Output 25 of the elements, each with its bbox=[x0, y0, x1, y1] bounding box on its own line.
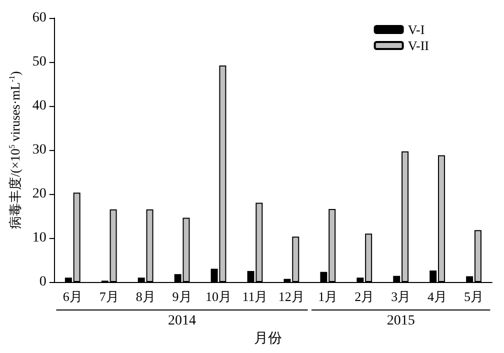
text: 2014 bbox=[168, 314, 196, 328]
legend-label: V-I bbox=[408, 22, 425, 37]
y-tick-label: 0 bbox=[39, 274, 46, 290]
y-tick-label: 20 bbox=[32, 186, 46, 202]
x-tick-label: 9月 bbox=[172, 289, 192, 304]
y-tick-label: 50 bbox=[32, 54, 46, 70]
y-tick-label: 40 bbox=[32, 98, 46, 114]
x-axis-title: 月份 bbox=[254, 330, 282, 346]
x-tick-label: 8月 bbox=[136, 289, 156, 304]
x-tick-label: 1月 bbox=[318, 289, 338, 304]
x-tick-label: 6月 bbox=[62, 289, 82, 304]
x-tick-label: 7月 bbox=[99, 289, 119, 304]
x-tick-label: 4月 bbox=[428, 289, 448, 304]
x-tick-label: 5月 bbox=[464, 289, 484, 304]
y-tick-label: 10 bbox=[32, 230, 46, 246]
y-tick-label: 30 bbox=[32, 142, 46, 158]
x-tick-label: 10月 bbox=[206, 289, 232, 304]
y-tick-label: 60 bbox=[32, 10, 46, 26]
x-tick-label: 12月 bbox=[278, 289, 304, 304]
x-tick-label: 2月 bbox=[354, 289, 374, 304]
text: 2015 bbox=[386, 314, 415, 328]
legend-label: V-II bbox=[408, 38, 430, 53]
x-tick-label: 11月 bbox=[242, 289, 268, 304]
x-tick-label: 3月 bbox=[391, 289, 411, 304]
y-axis-title: 病毒丰度/(×105 viruses·mL-1) bbox=[8, 71, 22, 229]
